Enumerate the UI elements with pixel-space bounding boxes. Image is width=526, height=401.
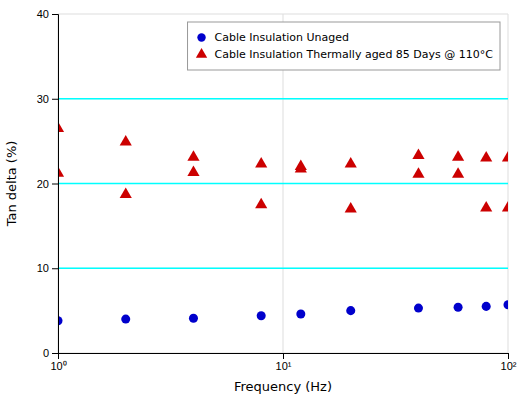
tick: 10⁰: [50, 353, 66, 372]
legend-symbol: [196, 48, 207, 58]
tick: 0: [43, 347, 58, 359]
tick: 40: [37, 8, 58, 20]
legend-frame: [188, 22, 500, 70]
grid: [58, 14, 508, 353]
legend-label: Cable Insulation Unaged: [215, 31, 350, 44]
grid-line: [58, 183, 508, 184]
point: [189, 314, 198, 323]
point: [503, 300, 508, 309]
tick: 10: [37, 262, 58, 274]
point: [187, 165, 199, 176]
tick: 20: [37, 178, 58, 190]
axis-line: [52, 15, 59, 354]
tick-label: 0: [43, 347, 49, 359]
grid-line: [58, 14, 508, 15]
point: [120, 187, 132, 198]
tick-label: 10¹: [276, 360, 292, 372]
point: [480, 201, 492, 212]
x-axis: 10⁰ 10¹ 10²: [50, 353, 516, 372]
tick-mark: [52, 99, 58, 100]
point: [255, 157, 267, 168]
reference-line: [58, 268, 508, 270]
point: [257, 311, 266, 320]
tick: 10¹: [276, 353, 292, 372]
reference-line: [58, 98, 508, 100]
legend: Cable Insulation Unaged Cable Insulation …: [188, 22, 500, 70]
legend-label: Cable Insulation Thermally aged 85 Days …: [215, 48, 494, 61]
point: [412, 149, 424, 160]
point: [454, 303, 463, 312]
tick: 10²: [501, 353, 517, 372]
tick-mark: [283, 353, 284, 359]
point: [414, 304, 423, 313]
grid-line: [58, 98, 508, 99]
tick-mark: [508, 353, 509, 359]
series: [58, 300, 508, 325]
point: [412, 167, 424, 178]
point: [452, 150, 464, 161]
series: [58, 121, 508, 212]
point: [345, 202, 357, 213]
point: [502, 201, 508, 212]
tick-label: 10²: [501, 360, 517, 372]
point: [120, 135, 132, 146]
y-axis: 0 10 20 30 40: [37, 8, 59, 359]
tick: 30: [37, 93, 58, 105]
point: [345, 157, 357, 168]
tick-mark: [52, 184, 58, 185]
tick-mark: [52, 14, 58, 15]
tick-label: 40: [37, 8, 49, 20]
point: [502, 151, 508, 162]
tick-label: 30: [37, 93, 49, 105]
point: [452, 167, 464, 178]
point: [480, 151, 492, 162]
y-axis-title: Tan delta (%): [4, 141, 19, 228]
chart: 10⁰ 10¹ 10² 0 10 20 30 40 Frequency (Hz) Tan delt…: [0, 0, 526, 401]
tick-label: 10: [37, 262, 49, 274]
legend-symbol: [197, 33, 205, 41]
point: [255, 198, 267, 209]
plot-area: [58, 99, 508, 326]
tick-label: 20: [37, 178, 49, 190]
reference-line: [58, 183, 508, 185]
point: [187, 150, 199, 161]
point: [346, 306, 355, 315]
tick-label: 10⁰: [50, 360, 66, 372]
x-axis-title: Frequency (Hz): [234, 379, 332, 394]
point: [482, 302, 491, 311]
point: [121, 315, 130, 324]
point: [296, 310, 305, 319]
tick-mark: [52, 353, 58, 354]
point: [295, 162, 307, 173]
axis-line: [59, 354, 509, 360]
tick-mark: [52, 268, 58, 269]
grid-line: [58, 268, 508, 269]
